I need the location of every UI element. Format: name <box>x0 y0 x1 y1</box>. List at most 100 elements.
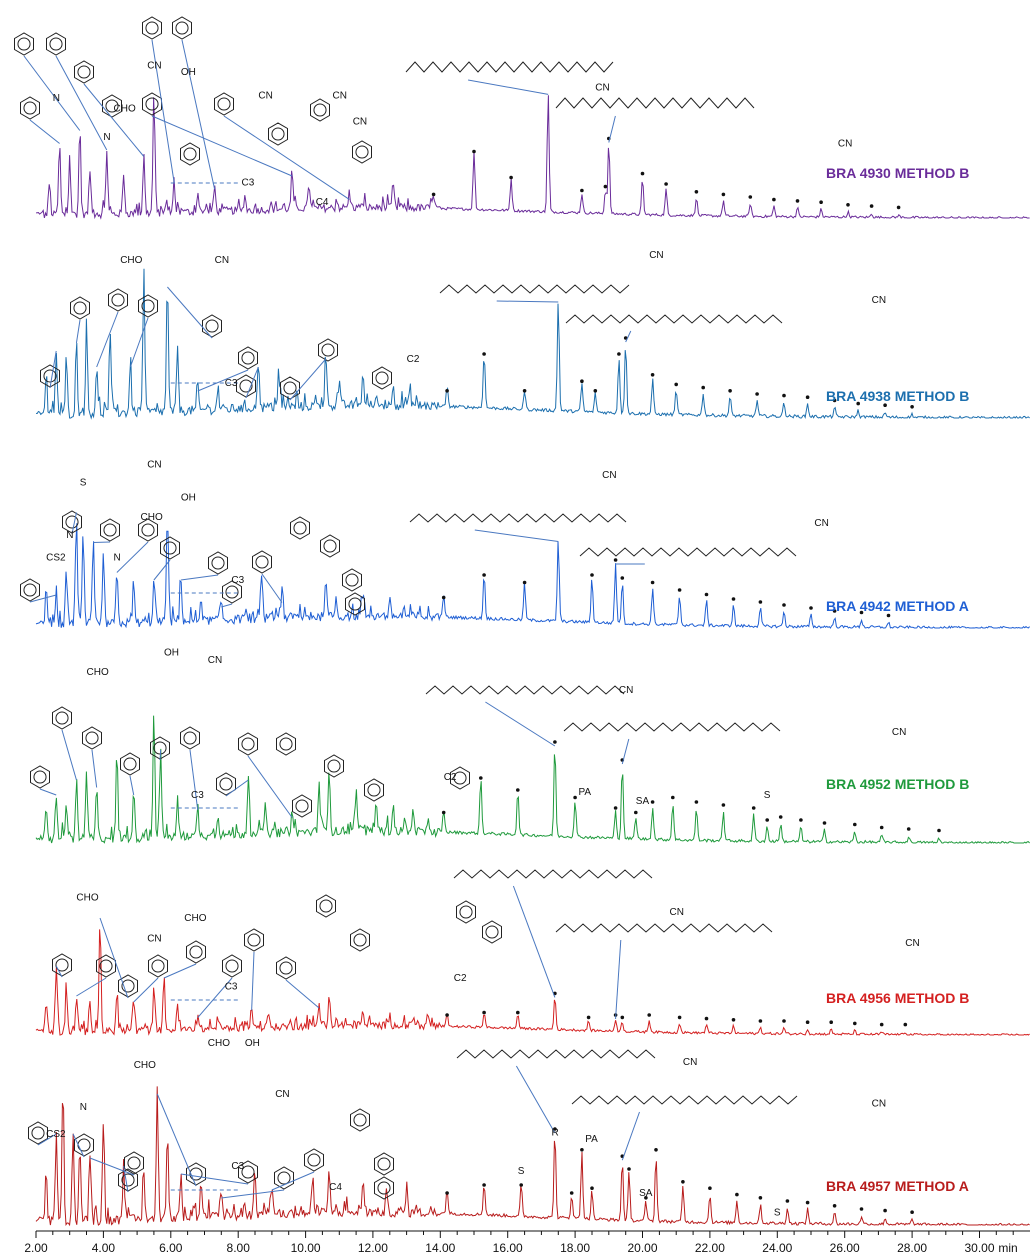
peak-marker <box>617 352 621 356</box>
benzene-ring-icon <box>180 726 200 750</box>
peak-marker <box>805 1020 810 1024</box>
chromatogram-trace <box>35 715 1030 844</box>
aromatic-circle-icon <box>225 959 239 973</box>
leader-line <box>153 559 171 581</box>
aromatic-circle-icon <box>73 301 87 315</box>
peak-marker <box>650 373 655 377</box>
benzene-ring-icon <box>274 1166 294 1190</box>
peak-marker <box>516 1010 520 1015</box>
leader-line <box>39 788 57 796</box>
benzene-ring-icon <box>318 338 338 362</box>
x-tick-label: 8.00 <box>227 1241 251 1255</box>
aromatic-circle-icon <box>153 741 167 755</box>
annotation-label: CN <box>892 727 906 738</box>
benzene-ring-icon <box>352 140 372 164</box>
annotation-label: CN <box>872 1099 886 1110</box>
x-tick-label: 26.00 <box>830 1241 860 1255</box>
aromatic-circle-icon <box>319 899 333 913</box>
aromatic-circle-icon <box>189 945 203 959</box>
benzene-ring-icon <box>142 16 162 40</box>
peak-marker <box>647 1013 651 1017</box>
peak-marker <box>580 379 584 384</box>
annotation-label: CHO <box>141 512 163 523</box>
peak-marker <box>640 171 645 176</box>
benzene-ring-icon <box>14 32 34 56</box>
peak-marker <box>748 195 753 199</box>
aromatic-circle-icon <box>127 1156 141 1170</box>
panel-label: BRA 4956 METHOD B <box>826 990 969 1006</box>
peak-marker <box>758 600 763 604</box>
aromatic-circle-icon <box>49 37 63 51</box>
x-tick-label: 16.00 <box>493 1241 523 1255</box>
peak-marker <box>704 592 709 597</box>
peak-marker <box>586 1015 591 1020</box>
leader-line <box>151 39 175 183</box>
x-tick-label: 10.00 <box>291 1241 321 1255</box>
peak-marker <box>674 382 678 387</box>
benzene-ring-icon <box>124 1151 144 1175</box>
alkyl-chain-icon <box>439 284 630 294</box>
peak-marker <box>832 609 837 613</box>
benzene-ring-icon <box>102 94 122 118</box>
peak-marker <box>721 192 726 197</box>
alkyl-chain-icon <box>565 314 783 324</box>
leader-line <box>96 311 119 368</box>
panel-1: CN CN CHO CN OH CN CN CN C3 C4 N N BRA 4930 METHOD B <box>14 16 1030 220</box>
annotation-label: CHO <box>208 1038 230 1049</box>
peak-marker <box>708 1186 712 1190</box>
leader-line <box>608 115 616 143</box>
leader-line <box>29 119 60 144</box>
aromatic-circle-icon <box>121 1173 135 1187</box>
leader-line <box>468 79 549 95</box>
aromatic-circle-icon <box>189 1167 203 1181</box>
benzene-ring-icon <box>52 953 72 977</box>
benzene-ring-icon <box>108 288 128 312</box>
x-tick-label: 20.00 <box>627 1241 657 1255</box>
leader-line <box>474 529 559 542</box>
leader-line <box>197 977 233 1018</box>
peak-marker <box>829 1020 833 1024</box>
leader-line <box>512 885 556 998</box>
aromatic-circle-icon <box>175 21 189 35</box>
annotation-label: C2 <box>407 354 420 365</box>
aromatic-circle-icon <box>377 1181 391 1195</box>
chromatogram-trace <box>35 929 1030 1036</box>
aromatic-circle-icon <box>77 65 91 79</box>
peak-marker <box>620 576 625 580</box>
aromatic-circle-icon <box>327 759 341 773</box>
peak-marker <box>751 806 756 810</box>
aromatic-circle-icon <box>241 737 255 751</box>
aromatic-circle-icon <box>247 933 261 947</box>
peak-marker <box>721 803 726 807</box>
alkyl-chain-icon <box>425 685 625 695</box>
annotation-label: CN <box>619 685 633 696</box>
benzene-ring-icon <box>186 940 206 964</box>
benzene-ring-icon <box>70 296 90 320</box>
leader-line <box>615 939 622 1020</box>
peak-marker <box>937 828 941 833</box>
annotation-label: S <box>80 478 87 489</box>
leader-line <box>99 917 129 999</box>
leader-line <box>285 979 320 1009</box>
leader-line <box>189 749 199 811</box>
panel-6: CHO CHO OH CN C3 C4 CS2 N S R PA SA S CN CN BRA 4957 ME… <box>28 1038 1030 1227</box>
peak-marker <box>782 393 786 398</box>
aromatic-circle-icon <box>205 319 219 333</box>
peak-marker <box>853 1021 857 1026</box>
leader-line <box>156 1093 197 1187</box>
benzene-ring-icon <box>120 752 140 776</box>
benzene-ring-icon <box>222 580 242 604</box>
aromatic-circle-icon <box>105 99 119 113</box>
annotation-label: CN <box>814 518 828 529</box>
x-tick-label: 6.00 <box>159 1241 183 1255</box>
panel-2: CN CN CHO CN C3 C2 BRA 4938 METHOD B <box>35 250 1030 420</box>
benzene-ring-icon <box>238 346 258 370</box>
panel-label: BRA 4938 METHOD B <box>826 388 969 404</box>
benzene-ring-icon <box>364 778 384 802</box>
peak-marker <box>479 776 483 780</box>
benzene-ring-icon <box>252 550 272 574</box>
annotation-label: N <box>114 553 121 564</box>
leader-line <box>221 1189 285 1199</box>
peak-marker <box>677 588 682 592</box>
